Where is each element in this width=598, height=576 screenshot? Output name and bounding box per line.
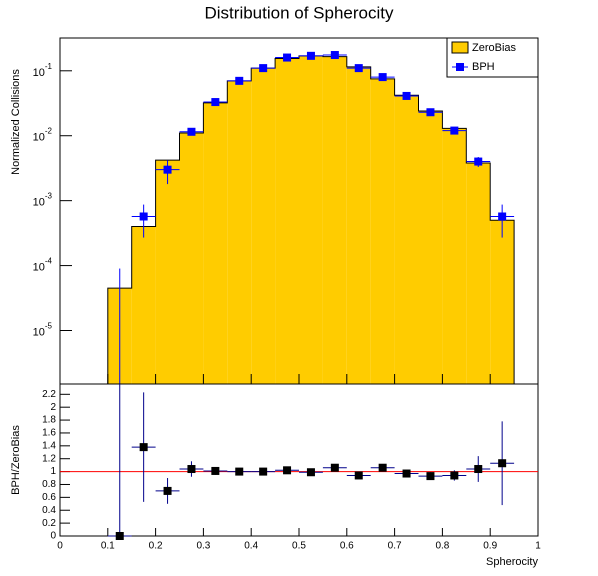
data-point: [450, 126, 459, 135]
y-tick-label: 0.6: [42, 492, 56, 503]
tick-base: 10: [33, 197, 45, 209]
histogram-bar: [322, 56, 347, 384]
data-point: [211, 466, 220, 475]
tick-base: 10: [33, 132, 45, 144]
data-point: [354, 471, 363, 480]
data-point: [139, 443, 148, 452]
y-tick-label: 0.8: [42, 479, 56, 490]
tick-base: 10: [33, 261, 45, 273]
data-point: [354, 64, 363, 73]
y-tick-label: 1.8: [42, 415, 56, 426]
y-tick-label: 1: [50, 466, 56, 477]
x-tick-label: 0.4: [244, 541, 258, 552]
tick-exponent: -1: [45, 62, 53, 71]
tick-base: 10: [33, 67, 45, 79]
legend-swatch: [451, 41, 469, 54]
data-point: [498, 212, 507, 221]
data-point: [378, 463, 387, 472]
data-point: [474, 157, 483, 166]
frame: [59, 383, 539, 537]
data-point: [187, 465, 196, 474]
data-point: [283, 53, 292, 62]
histogram-bar: [346, 66, 371, 384]
y-tick-label: 10-2: [33, 127, 53, 144]
y-tick-label: 0.2: [42, 518, 56, 529]
x-tick-label: 0.5: [292, 541, 306, 552]
x-tick-label: 0.8: [435, 541, 449, 552]
data-point: [235, 467, 244, 476]
y-tick-label: 10-4: [33, 257, 53, 274]
x-tick-label: 0.3: [196, 541, 210, 552]
data-point: [402, 469, 411, 478]
y-tick-label: 2.2: [42, 389, 56, 400]
data-point: [306, 468, 315, 477]
y-axis-label: Normalized Collisions: [10, 69, 22, 175]
legend-swatch: [456, 63, 464, 71]
y-tick-label: 10-1: [33, 62, 53, 79]
x-axis-label: Spherocity: [486, 556, 538, 568]
data-point: [115, 532, 124, 540]
y-tick-label: 10-3: [33, 192, 53, 209]
legend-label: ZeroBias: [472, 42, 517, 54]
y-tick-label: 1.4: [42, 440, 56, 451]
histogram-bar: [203, 102, 228, 385]
x-tick-label: 1: [535, 541, 541, 552]
x-tick-label: 0.2: [149, 541, 163, 552]
data-point: [211, 98, 220, 107]
histogram-bar: [466, 163, 491, 384]
y-tick-label: 2: [50, 402, 56, 413]
data-point: [426, 108, 435, 117]
y-tick-label: 0: [50, 531, 56, 542]
histogram-bar: [275, 58, 299, 385]
x-tick-label: 0: [57, 541, 63, 552]
tick-exponent: -4: [45, 257, 53, 266]
histogram-bar: [394, 95, 419, 384]
x-tick-label: 0.9: [483, 541, 497, 552]
data-point: [498, 459, 507, 468]
x-tick-label: 0.6: [340, 541, 354, 552]
data-point: [330, 51, 339, 60]
data-point: [235, 76, 244, 85]
tick-exponent: -5: [45, 322, 53, 331]
histogram-bar: [227, 80, 252, 384]
histogram-bar: [179, 133, 204, 384]
x-tick-label: 0.1: [101, 541, 115, 552]
histogram-bar: [131, 226, 156, 384]
data-point: [426, 472, 435, 481]
data-point: [163, 486, 172, 495]
legend-label: BPH: [472, 61, 495, 73]
data-point: [283, 466, 292, 475]
data-point: [259, 64, 268, 73]
histogram-bar: [418, 111, 443, 384]
histogram-bar: [251, 68, 276, 385]
tick-exponent: -3: [45, 192, 53, 201]
data-point: [450, 471, 459, 480]
tick-exponent: -2: [45, 127, 53, 136]
x-tick-label: 0.7: [388, 541, 402, 552]
data-point: [259, 467, 268, 476]
data-point: [139, 212, 148, 221]
histogram-bar: [490, 220, 515, 384]
histogram-bar: [155, 160, 180, 384]
y-tick-label: 0.4: [42, 505, 56, 516]
data-point: [306, 51, 315, 60]
data-point: [402, 91, 411, 100]
y-tick-label: 1.6: [42, 428, 56, 439]
data-point: [163, 165, 172, 174]
histogram-bar: [442, 128, 467, 384]
y-tick-label: 10-5: [33, 322, 53, 339]
data-point: [378, 73, 387, 82]
chart-title: Distribution of Spherocity: [205, 3, 394, 22]
y-tick-label: 1.2: [42, 453, 56, 464]
tick-base: 10: [33, 326, 45, 338]
histogram-bar: [299, 55, 323, 385]
y-axis-label: BPH/ZeroBias: [10, 425, 22, 495]
data-point: [474, 465, 483, 474]
histogram-bar: [370, 78, 395, 385]
data-point: [187, 127, 196, 136]
data-point: [330, 463, 339, 472]
